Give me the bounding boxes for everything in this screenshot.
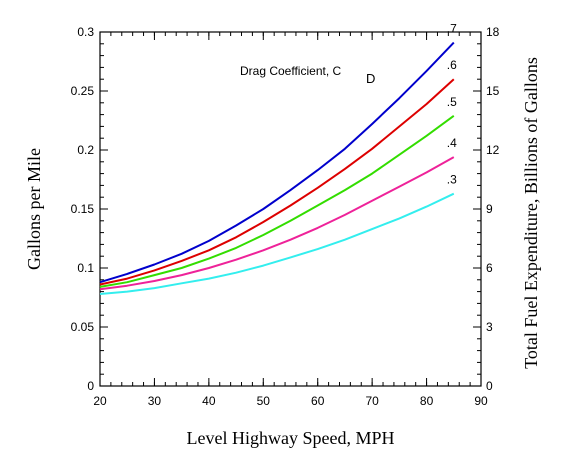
y2-tick-label: 6	[486, 261, 493, 275]
y-tick-label: 0.05	[71, 320, 95, 334]
y-axis-title: Gallons per Mile	[24, 148, 44, 270]
series-label: .7	[447, 22, 457, 36]
plot-frame	[99, 31, 482, 387]
x-tick-labels: 20 30 40 50 60 70 80 90	[93, 394, 488, 408]
x-tick-label: 30	[148, 394, 162, 408]
x-tick-label: 80	[420, 394, 434, 408]
y2-tick-label: 15	[486, 84, 500, 98]
y2-tick-label: 9	[486, 202, 493, 216]
y-tick-label: 0.3	[77, 25, 94, 39]
x-axis-title: Level Highway Speed, MPH	[187, 428, 395, 448]
x-tick-label: 90	[474, 394, 488, 408]
series-label: .4	[447, 136, 457, 150]
x-tick-label: 40	[202, 394, 216, 408]
x-tick-label: 50	[257, 394, 271, 408]
series-label: .5	[447, 95, 457, 109]
y2-tick-label: 0	[486, 379, 493, 393]
series-line	[99, 41, 455, 284]
series-lines	[99, 41, 455, 295]
y-tick-labels: 0 0.05 0.1 0.15 0.2 0.25 0.3	[71, 25, 95, 393]
drag-coefficient-subscript: D	[366, 71, 375, 86]
series-line	[99, 114, 455, 288]
series-labels: .7 .6 .5 .4 .3	[447, 22, 457, 187]
y2-tick-label: 12	[486, 143, 500, 157]
series-line	[99, 78, 455, 286]
x-tick-label: 20	[93, 394, 107, 408]
minor-ticks	[99, 31, 482, 387]
y-tick-label: 0.1	[77, 261, 94, 275]
x-tick-label: 70	[365, 394, 379, 408]
y-tick-label: 0	[87, 379, 94, 393]
y2-axis-title: Total Fuel Expenditure, Billions of Gall…	[521, 57, 541, 369]
y-tick-label: 0.2	[77, 143, 94, 157]
x-tick-label: 60	[311, 394, 325, 408]
y2-tick-label: 18	[486, 25, 500, 39]
drag-coefficient-annotation: Drag Coefficient, C	[240, 64, 341, 78]
y-tick-label: 0.25	[71, 84, 95, 98]
series-line	[99, 156, 455, 291]
y-tick-label: 0.15	[71, 202, 95, 216]
y2-tick-labels: 0 3 6 9 12 15 18	[486, 25, 500, 393]
series-label: .6	[447, 58, 457, 72]
y2-tick-label: 3	[486, 320, 493, 334]
major-ticks	[99, 31, 482, 387]
series-line	[99, 192, 455, 295]
series-label: .3	[447, 173, 457, 187]
